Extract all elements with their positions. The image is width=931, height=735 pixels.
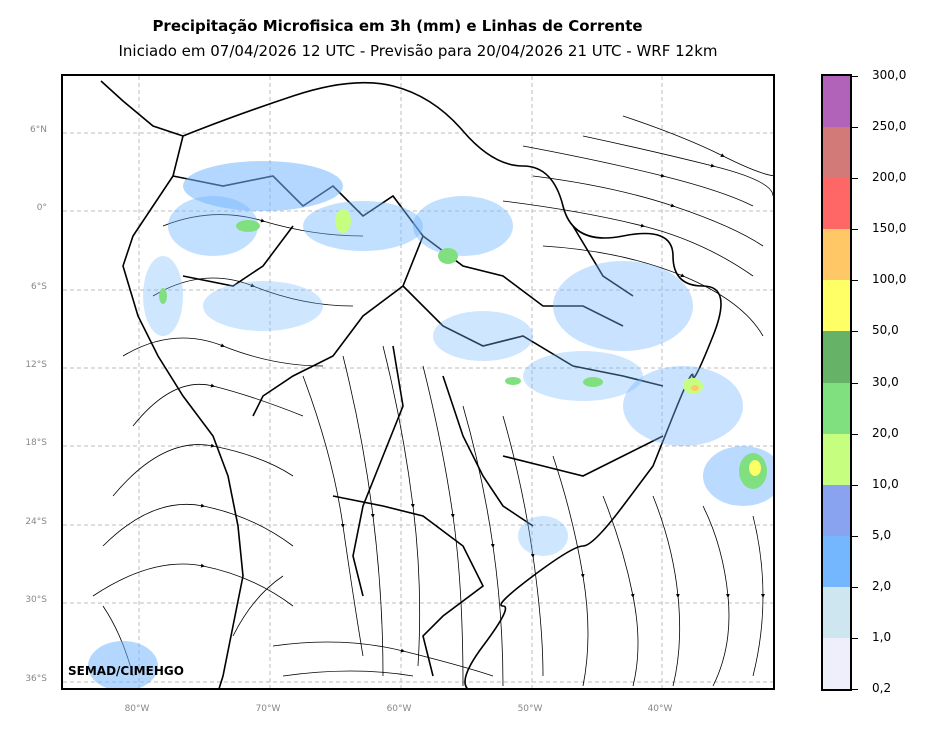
colorbar-tick <box>852 229 858 231</box>
chart-title: Precipitação Microfisica em 3h (mm) e Li… <box>152 17 643 35</box>
colorbar-tick <box>852 689 858 690</box>
colorbar-segment <box>823 178 850 230</box>
chart-subtitle: Iniciado em 07/04/2026 12 UTC - Previsão… <box>118 42 718 60</box>
colorbar-label: 100,0 <box>872 272 907 287</box>
map-canvas <box>63 76 773 688</box>
colorbar-segment <box>823 484 850 537</box>
colorbar-segment <box>823 433 850 486</box>
colorbar-segment <box>823 76 850 128</box>
colorbar-label: 1,0 <box>872 629 892 644</box>
credit-label: SEMAD/CIMEHGO <box>68 664 184 678</box>
colorbar-tick <box>852 586 858 588</box>
colorbar-tick <box>852 433 858 435</box>
colorbar-label: 200,0 <box>872 170 907 185</box>
colorbar-tick <box>852 76 858 77</box>
lat-label-12s: 12°S <box>25 360 47 370</box>
lat-label-30s: 30°S <box>25 595 47 605</box>
lat-label-36s: 36°S <box>25 674 47 684</box>
precipitation-colorbar <box>821 74 852 691</box>
colorbar-segment <box>823 331 850 383</box>
lat-label-24s: 24°S <box>25 517 47 527</box>
lon-label-40w: 40°W <box>647 704 673 714</box>
colorbar-label: 20,0 <box>872 425 899 440</box>
colorbar-label: 5,0 <box>872 527 892 542</box>
colorbar-segment <box>823 127 850 179</box>
colorbar-segment <box>823 280 850 332</box>
lon-label-60w: 60°W <box>386 704 412 714</box>
colorbar-tick <box>852 382 858 384</box>
colorbar-tick <box>852 331 858 333</box>
colorbar-segment <box>823 229 850 281</box>
colorbar-segment <box>823 382 850 435</box>
colorbar-label: 10,0 <box>872 476 899 491</box>
map-panel: SEMAD/CIMEHGO <box>61 74 775 690</box>
coastline-borders <box>100 80 722 688</box>
colorbar-segment <box>823 586 850 639</box>
colorbar-tick <box>852 535 858 537</box>
colorbar-tick <box>852 280 858 282</box>
lat-label-6s: 6°S <box>31 282 47 292</box>
lat-label-0: 0° <box>36 203 47 213</box>
colorbar-segment <box>823 535 850 588</box>
colorbar-tick <box>852 178 858 180</box>
lat-label-18s: 18°S <box>25 438 47 448</box>
colorbar-segment <box>823 637 850 690</box>
lat-label-6n: 6°N <box>30 125 47 135</box>
colorbar-tick <box>852 484 858 486</box>
colorbar-label: 250,0 <box>872 119 907 134</box>
streamlines <box>92 115 773 687</box>
colorbar-label: 150,0 <box>872 221 907 236</box>
lon-label-70w: 70°W <box>255 704 281 714</box>
colorbar-label: 300,0 <box>872 68 907 82</box>
colorbar-label: 2,0 <box>872 578 892 593</box>
colorbar-label: 50,0 <box>872 323 899 338</box>
colorbar-tick <box>852 127 858 129</box>
map-gridlines <box>63 76 773 688</box>
colorbar-label: 30,0 <box>872 374 899 389</box>
lon-label-80w: 80°W <box>124 704 150 714</box>
colorbar-label: 0,2 <box>872 681 892 695</box>
colorbar-tick <box>852 637 858 639</box>
lon-label-50w: 50°W <box>517 704 543 714</box>
precipitation-field <box>88 161 773 688</box>
